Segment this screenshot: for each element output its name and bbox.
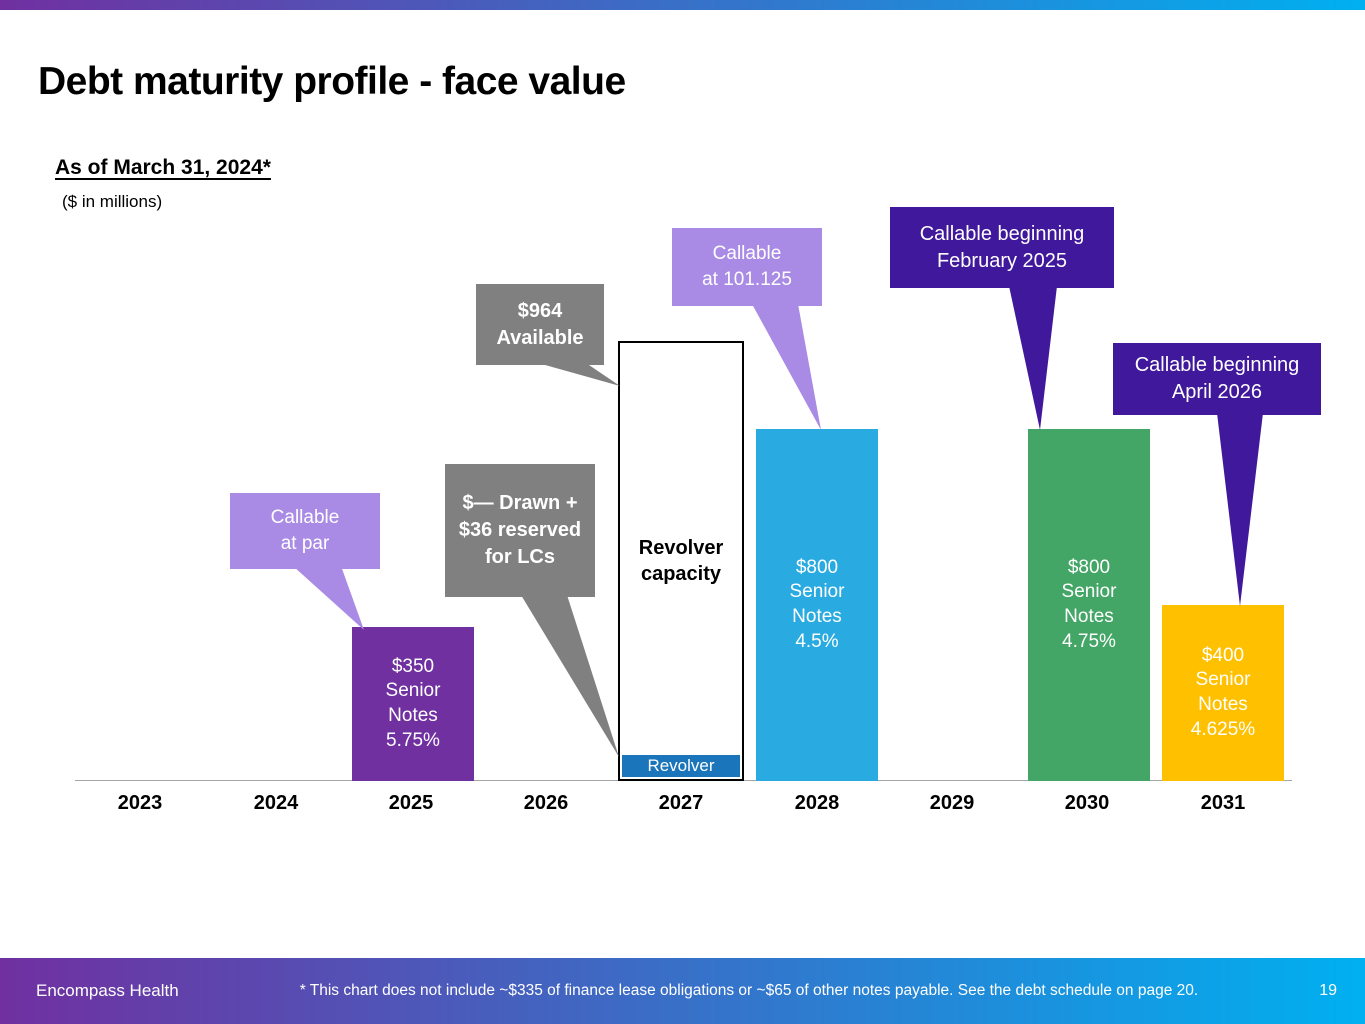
brand-name: Encompass Health [36,981,179,1000]
axis-label-2030: 2030 [1064,792,1110,814]
page-number: 19 [1319,982,1337,999]
bar-label: $800 Senior Notes 4.5% [789,556,845,652]
bar-label: $400 Senior Notes 4.625% [1190,644,1256,740]
bar-2025-senior-notes: $350 Senior Notes 5.75% [352,627,474,781]
callout-callable-at-par: Callable at par [230,493,380,569]
axis-label-2029: 2029 [929,792,975,814]
callout-callable-at-101: Callable at 101.125 [672,228,822,306]
units-note: ($ in millions) [62,192,163,211]
callout-drawn-reserved: $— Drawn + $36 reserved for LCs [445,464,595,597]
axis-label-2031: 2031 [1200,792,1246,814]
callout-text: $— Drawn + $36 reserved for LCs [458,492,582,568]
bar-label: Revolver capacity [638,537,724,585]
revolver-drawn-segment: Revolver [622,755,740,777]
callout-text: $964 Available [496,299,584,349]
callout-callable-feb-2025: Callable beginning February 2025 [890,207,1114,288]
callout-available: $964 Available [476,284,604,365]
as-of-date: As of March 31, 2024* [55,156,271,179]
callout-text: Callable beginning February 2025 [919,222,1085,272]
footnote: * This chart does not include ~$335 of f… [299,982,1199,999]
axis-label-2028: 2028 [794,792,840,814]
bar-2031-senior-notes: $400 Senior Notes 4.625% [1162,605,1284,781]
callout-tail-callable-feb-2025 [1009,286,1057,430]
axis-label-2025: 2025 [388,792,434,814]
top-accent-bar [0,0,1365,10]
callout-callable-apr-2026: Callable beginning April 2026 [1113,343,1321,415]
bar-2028-senior-notes: $800 Senior Notes 4.5% [756,429,878,781]
bar-label: $800 Senior Notes 4.75% [1061,556,1117,652]
callout-tail-callable-apr-2026 [1217,413,1263,606]
callout-text: Callable beginning April 2026 [1134,354,1300,403]
callout-text: Callable at par [270,507,340,554]
axis-label-2027: 2027 [658,792,704,814]
callout-tail-callable-at-par [293,566,364,630]
callout-tail-drawn-reserved [521,595,619,757]
axis-label-2023: 2023 [117,792,163,814]
callout-tail-available [538,363,620,386]
bar-label: $350 Senior Notes 5.75% [385,655,441,751]
footer-bar: Encompass Health * This chart does not i… [0,958,1365,1024]
page-title: Debt maturity profile - face value [38,60,626,103]
callout-text: Callable at 101.125 [702,243,792,290]
callout-tail-callable-at-101 [752,304,821,430]
revolver-segment-label: Revolver [647,756,715,775]
bar-2030-senior-notes: $800 Senior Notes 4.75% [1028,429,1150,781]
axis-label-2024: 2024 [253,792,299,814]
axis-label-2026: 2026 [523,792,569,814]
bar-2027-revolver-capacity: Revolver capacity Revolver [618,341,744,781]
